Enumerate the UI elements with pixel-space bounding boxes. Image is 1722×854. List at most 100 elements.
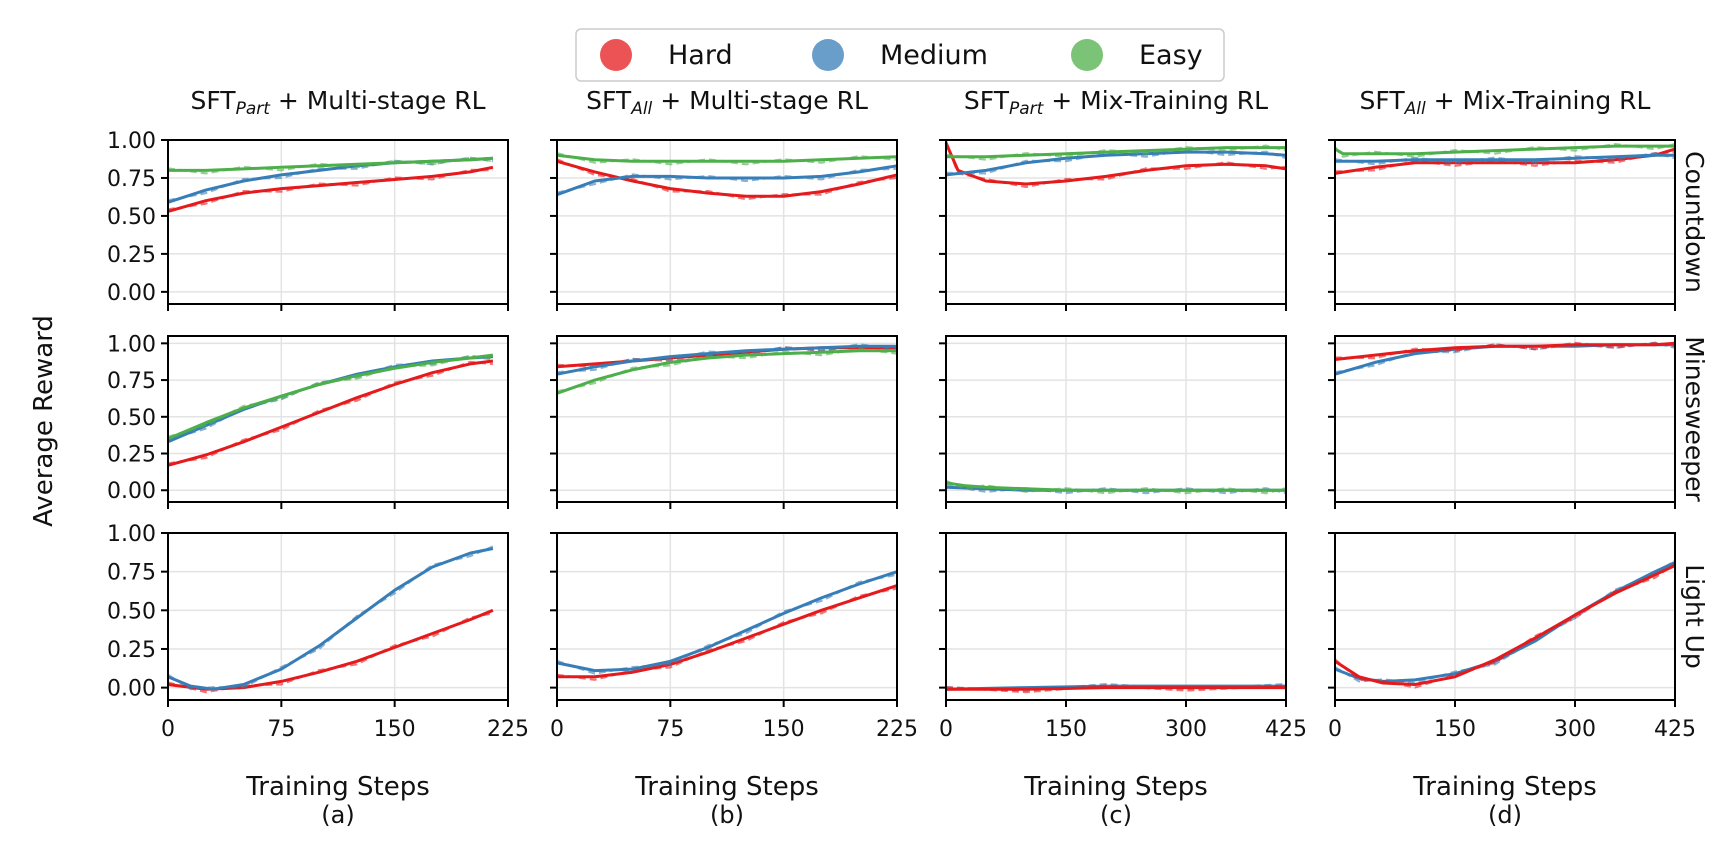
axes-frame xyxy=(556,532,898,701)
series-line-hard xyxy=(167,165,494,213)
y-tick-label: 0.50 xyxy=(107,205,156,230)
x-tick-label: 300 xyxy=(1165,717,1207,742)
series-line-medium xyxy=(1335,153,1675,163)
legend: Hard Medium Easy xyxy=(575,28,1225,82)
y-tick-label: 0.25 xyxy=(107,638,156,663)
y-tick-label: 0.75 xyxy=(107,561,156,586)
x-axis-label-2: Training Steps xyxy=(1023,772,1208,802)
row-title-2: Light Up xyxy=(1680,564,1709,669)
series-line-medium xyxy=(167,547,494,691)
panel-r2-c1: 0 75 150 225 xyxy=(550,532,918,742)
axes-frame xyxy=(167,139,509,305)
x-tick-label: 150 xyxy=(1045,717,1087,742)
axes-frame xyxy=(556,139,898,305)
series-raw-medium xyxy=(1334,559,1676,685)
row-title-1: Minesweeper xyxy=(1680,336,1709,502)
y-tick-label: 1.00 xyxy=(107,129,156,154)
legend-item-medium: Medium xyxy=(812,39,988,71)
x-axis-label-1: Training Steps xyxy=(634,772,819,802)
x-tick-label: 225 xyxy=(487,717,529,742)
series-line-easy xyxy=(945,481,1286,492)
panel-r1-c1 xyxy=(550,335,898,509)
y-tick-label: 1.00 xyxy=(107,332,156,357)
series-line-hard xyxy=(557,584,898,679)
series-raw-hard xyxy=(1334,562,1676,689)
series-line-hard xyxy=(167,608,494,691)
column-title-1: SFTAll + Multi-stage RL xyxy=(586,86,868,119)
legend-marker-medium xyxy=(812,39,844,71)
series-line-easy xyxy=(946,146,1286,159)
y-tick-label: 1.00 xyxy=(107,522,156,547)
series-line-medium xyxy=(945,150,1287,177)
panel-r1-c3 xyxy=(1328,335,1676,509)
series-line-medium xyxy=(556,570,898,673)
axes-frame xyxy=(1334,139,1676,305)
x-axis-label-3: Training Steps xyxy=(1412,772,1597,802)
row-title-0: Countdown xyxy=(1680,151,1709,293)
series-line-easy xyxy=(556,349,897,395)
legend-label-medium: Medium xyxy=(880,40,988,71)
series-raw-hard xyxy=(167,360,494,465)
y-tick-label: 0.00 xyxy=(107,281,156,306)
axes-frame xyxy=(945,335,1287,503)
axes-frame xyxy=(167,335,509,503)
y-axis-label: Average Reward xyxy=(29,315,59,527)
x-tick-label: 0 xyxy=(939,717,953,742)
column-title-3: SFTAll + Mix-Training RL xyxy=(1360,86,1651,119)
y-tick-label: 0.00 xyxy=(107,479,156,504)
subplot-label-3: (d) xyxy=(1488,801,1522,829)
subplot-label-1: (b) xyxy=(710,801,744,829)
axes-frame xyxy=(945,139,1287,305)
panel-r1-c2 xyxy=(939,335,1287,509)
panel-r2-c3: 0 150 300 425 xyxy=(1328,532,1696,742)
axes-frame xyxy=(945,532,1287,701)
series-line-hard xyxy=(1334,341,1676,361)
series-line-hard xyxy=(167,359,494,467)
legend-marker-hard xyxy=(600,39,632,71)
series-line-hard xyxy=(556,159,898,198)
column-title-2: SFTPart + Mix-Training RL xyxy=(964,86,1268,119)
panel-r1-c0: 0.00 0.25 0.50 0.75 1.00 xyxy=(107,332,509,509)
x-tick-label: 150 xyxy=(374,717,416,742)
legend-item-hard: Hard xyxy=(600,39,733,71)
axes-frame xyxy=(167,532,509,701)
panel-r0-c1 xyxy=(550,139,898,311)
x-tick-label: 150 xyxy=(1434,717,1476,742)
series-line-medium xyxy=(556,164,898,197)
legend-frame xyxy=(575,28,1225,82)
x-tick-label: 300 xyxy=(1554,717,1596,742)
series-line-medium xyxy=(1334,561,1676,683)
panel-r2-c0: 0.00 0.25 0.50 0.75 1.00 0 75 150 225 xyxy=(107,522,529,742)
series-line-easy xyxy=(556,153,898,163)
panel-r0-c2 xyxy=(939,139,1287,311)
y-tick-label: 0.25 xyxy=(107,243,156,268)
subplot-label-0: (a) xyxy=(321,801,354,829)
x-tick-label: 425 xyxy=(1265,717,1307,742)
panel-r2-c2: 0 150 300 425 xyxy=(939,532,1307,742)
y-tick-label: 0.00 xyxy=(107,677,156,702)
series-line-medium xyxy=(1334,343,1675,376)
y-tick-label: 0.50 xyxy=(107,599,156,624)
legend-label-hard: Hard xyxy=(668,40,733,71)
series-line-hard xyxy=(944,142,1287,186)
legend-label-easy: Easy xyxy=(1139,40,1203,71)
x-tick-label: 75 xyxy=(267,717,295,742)
axes-frame xyxy=(1334,335,1676,503)
column-title-0: SFTPart + Multi-stage RL xyxy=(190,86,485,119)
panel-r0-c0: 0.00 0.25 0.50 0.75 1.00 xyxy=(107,129,509,311)
series-line-easy xyxy=(1334,144,1675,156)
series-line-medium xyxy=(556,344,897,376)
panel-r0-c3 xyxy=(1328,139,1676,311)
series-line-hard xyxy=(946,686,1286,691)
x-tick-label: 0 xyxy=(1328,717,1342,742)
axes-frame xyxy=(1334,532,1676,701)
x-tick-label: 0 xyxy=(550,717,564,742)
series-line-hard xyxy=(1334,564,1676,686)
x-axis-label-0: Training Steps xyxy=(245,772,430,802)
x-tick-label: 150 xyxy=(763,717,805,742)
series-line-easy xyxy=(167,353,494,441)
y-tick-label: 0.75 xyxy=(107,167,156,192)
x-tick-label: 75 xyxy=(656,717,684,742)
x-tick-label: 425 xyxy=(1654,717,1696,742)
